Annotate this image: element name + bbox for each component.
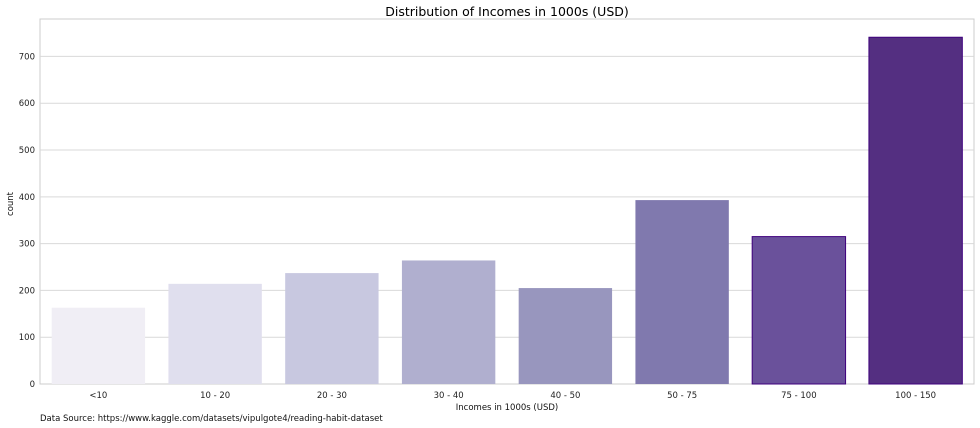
x-tick-label: 50 - 75 bbox=[667, 391, 697, 401]
x-axis-label: Incomes in 1000s (USD) bbox=[456, 403, 558, 413]
bar bbox=[751, 236, 847, 385]
y-axis-label: count bbox=[6, 191, 16, 216]
y-tick-label: 200 bbox=[19, 286, 35, 296]
bar bbox=[168, 283, 262, 384]
x-tick-label: 75 - 100 bbox=[781, 391, 817, 401]
x-tick-label: 10 - 20 bbox=[200, 391, 230, 401]
bar bbox=[635, 200, 729, 384]
x-tick-labels: <10 10 - 20 20 - 30 30 - 40 40 - 50 50 - 75 75… bbox=[89, 391, 936, 401]
x-tick-label: 20 - 30 bbox=[317, 391, 347, 401]
bar bbox=[868, 36, 963, 385]
y-tick-label: 400 bbox=[19, 193, 35, 203]
y-tick-label: 100 bbox=[19, 333, 35, 343]
bar bbox=[401, 260, 496, 384]
bars bbox=[51, 36, 963, 385]
y-tick-label: 600 bbox=[19, 99, 35, 109]
x-tick-label: 100 - 150 bbox=[895, 391, 936, 401]
y-tick-labels: 0 100 200 300 400 500 600 700 bbox=[19, 52, 35, 390]
y-tick-label: 0 bbox=[30, 380, 35, 390]
y-tick-label: 500 bbox=[19, 146, 35, 156]
data-source-note: Data Source: https://www.kaggle.com/data… bbox=[40, 414, 383, 424]
y-tick-label: 300 bbox=[19, 240, 35, 250]
x-tick-label: 30 - 40 bbox=[434, 391, 464, 401]
x-tick-label: <10 bbox=[89, 391, 107, 401]
y-tick-label: 700 bbox=[19, 52, 35, 62]
bar bbox=[51, 307, 146, 384]
x-tick-label: 40 - 50 bbox=[550, 391, 580, 401]
bar bbox=[518, 288, 613, 384]
bar bbox=[285, 273, 379, 384]
chart-title: Distribution of Incomes in 1000s (USD) bbox=[385, 4, 629, 19]
